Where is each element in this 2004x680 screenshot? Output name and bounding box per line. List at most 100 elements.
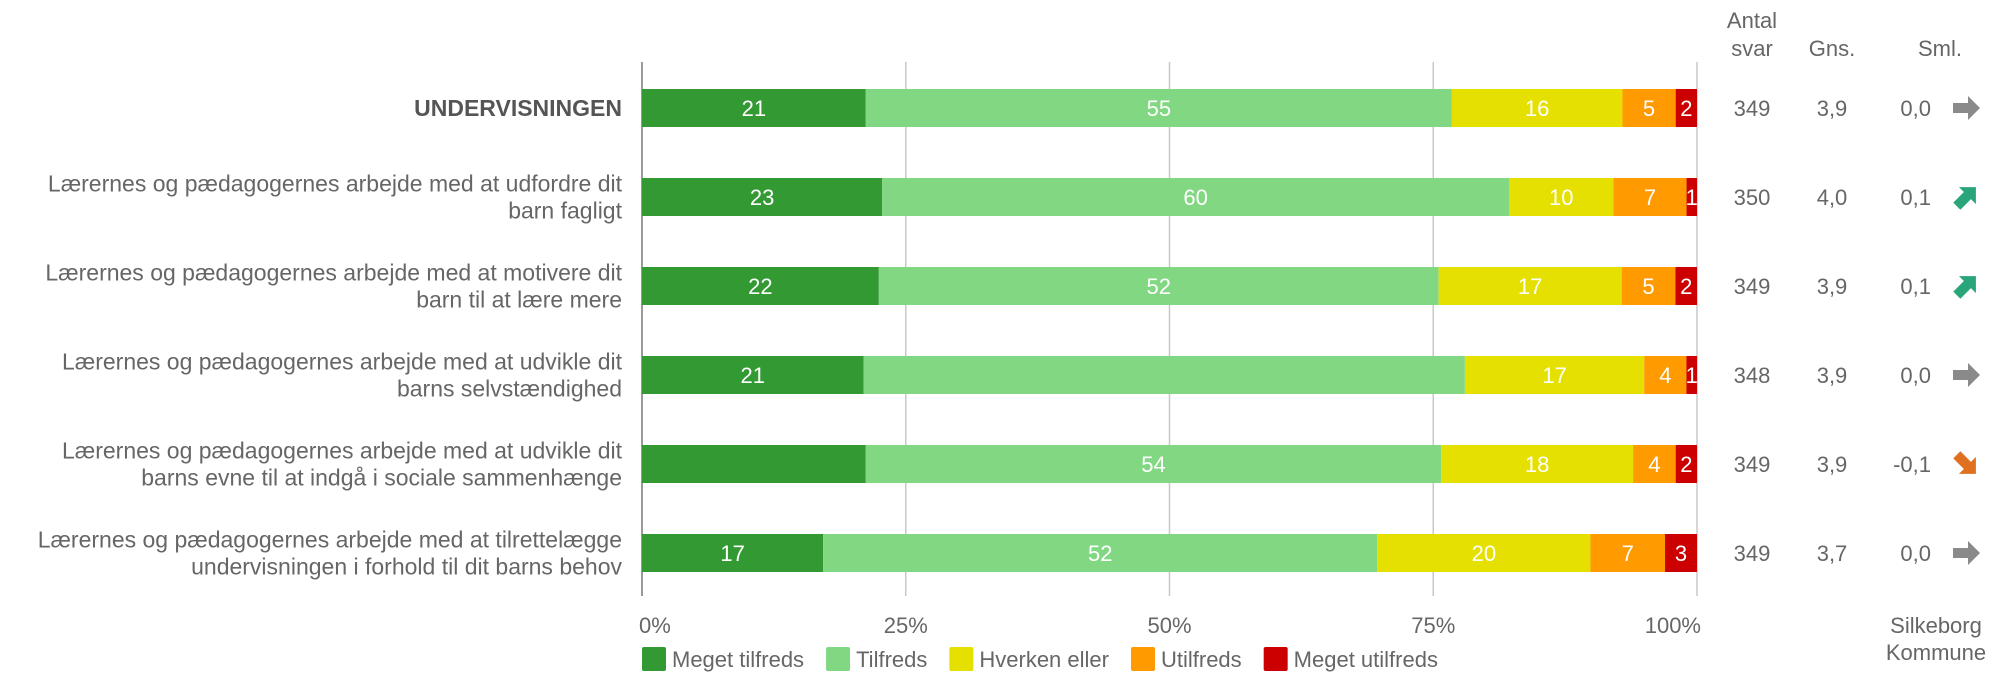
- legend-swatch: [949, 647, 974, 671]
- trend-arrow-right-icon: [1953, 541, 1980, 565]
- category-label: Lærernes og pædagogernes arbejde med at …: [38, 527, 622, 553]
- grid-lines: [641, 62, 1698, 596]
- sml-footer-label: Kommune: [1886, 640, 1986, 665]
- bar-value-label: 52: [1088, 541, 1112, 566]
- bar-segment: [863, 356, 1465, 394]
- category-label: UNDERVISNINGEN: [414, 95, 622, 121]
- bar-value-label: 52: [1146, 274, 1170, 299]
- bar-segment: [1508, 178, 1614, 216]
- bar-value-label: 16: [1525, 96, 1549, 121]
- bar-segment: [1686, 356, 1697, 394]
- category-label: Lærernes og pædagogernes arbejde med at …: [48, 171, 623, 197]
- bar-value-label: 1: [1686, 363, 1698, 388]
- bar-value-label: 5: [1643, 96, 1655, 121]
- gns-value: 4,0: [1817, 185, 1848, 210]
- side-columns: 349 3,9 0,0 350 4,0 0,1 349 3,9 0,1 348 3,9 0,0 349 3…: [1727, 8, 1986, 665]
- trend-arrow-down-icon: [1953, 451, 1976, 474]
- legend-label: Utilfreds: [1161, 647, 1242, 672]
- legend-item: Utilfreds: [1130, 647, 1242, 672]
- x-tick-label: 100%: [1645, 613, 1701, 638]
- bars-group: 21 55 16 5 223 60 10 7 122 52 17 5 221 17 4 154 18 4 217 52…: [642, 89, 1698, 572]
- arrow-shape: [1953, 363, 1980, 387]
- bar-segment: [642, 445, 866, 483]
- bar-value-label: 7: [1644, 185, 1656, 210]
- bar-segment: [1441, 445, 1634, 483]
- bar-value-label: 21: [741, 363, 765, 388]
- arrow-shape: [1953, 451, 1976, 474]
- legend-swatch: [1130, 647, 1155, 671]
- gns-value: 3,7: [1817, 541, 1848, 566]
- legend: Meget tilfreds Tilfreds Hverken eller Utilf…: [642, 647, 1438, 672]
- legend-item: Hverken eller: [949, 647, 1109, 672]
- bar-value-label: 2: [1680, 452, 1692, 477]
- trend-arrow-right-icon: [1953, 363, 1980, 387]
- x-tick-label: 50%: [1147, 613, 1191, 638]
- antal-svar-value: 350: [1734, 185, 1771, 210]
- bar-value-label: 2: [1680, 96, 1692, 121]
- trend-arrow-up-icon: [1953, 187, 1976, 210]
- sml-value: 0,0: [1900, 96, 1931, 121]
- gns-value: 3,9: [1817, 363, 1848, 388]
- category-labels: UNDERVISNINGEN Lærernes og pædagogernes a…: [38, 95, 623, 580]
- sml-value: 0,1: [1900, 185, 1931, 210]
- x-tick-label: 75%: [1411, 613, 1455, 638]
- arrow-shape: [1953, 276, 1976, 299]
- bar-segment: [1377, 534, 1591, 572]
- bar-value-label: 3: [1675, 541, 1687, 566]
- antal-svar-value: 349: [1734, 541, 1771, 566]
- legend-label: Meget utilfreds: [1294, 647, 1438, 672]
- category-label: barn til at lære mere: [416, 287, 622, 313]
- bar-segment: [1438, 267, 1622, 305]
- bar-segment: [642, 267, 879, 305]
- sml-value: 0,0: [1900, 363, 1931, 388]
- antal-svar-header: Antal: [1727, 8, 1777, 33]
- trend-arrow-up-icon: [1953, 276, 1976, 299]
- antal-svar-value: 349: [1734, 452, 1771, 477]
- bar-segment: [865, 89, 1452, 127]
- arrow-shape: [1953, 541, 1980, 565]
- bar-value-label: 21: [742, 96, 766, 121]
- bar-segment: [1613, 178, 1687, 216]
- antal-svar-value: 348: [1734, 363, 1771, 388]
- bar-value-label: 17: [1518, 274, 1542, 299]
- bar-value-label: 2: [1680, 274, 1692, 299]
- category-label: barns selvstændighed: [397, 376, 622, 402]
- sml-footer-label: Silkeborg: [1890, 613, 1982, 638]
- legend-swatch: [826, 647, 851, 671]
- sml-value: 0,1: [1900, 274, 1931, 299]
- bar-segment: [642, 89, 866, 127]
- bar-value-label: 20: [1472, 541, 1496, 566]
- gns-value: 3,9: [1817, 96, 1848, 121]
- gns-header: Gns.: [1809, 36, 1855, 61]
- bar-segment: [1633, 445, 1676, 483]
- x-tick-label: 25%: [884, 613, 928, 638]
- legend-item: Tilfreds: [826, 647, 927, 672]
- bar-value-label: 1: [1686, 185, 1698, 210]
- bar-segment: [1644, 356, 1687, 394]
- bar-segment: [878, 267, 1439, 305]
- bar-segment: [823, 534, 1378, 572]
- sml-header: Sml.: [1918, 36, 1962, 61]
- bar-value-label: 4: [1659, 363, 1671, 388]
- category-label: barn fagligt: [508, 198, 622, 224]
- bar-value-label: 60: [1183, 185, 1207, 210]
- category-label: Lærernes og pædagogernes arbejde med at …: [62, 349, 623, 375]
- x-tick-label: 0%: [639, 613, 671, 638]
- legend-item: Meget tilfreds: [642, 647, 804, 672]
- bar-segment: [1622, 89, 1676, 127]
- legend-label: Hverken eller: [979, 647, 1109, 672]
- category-label: Lærernes og pædagogernes arbejde med at …: [62, 438, 623, 464]
- legend-item: Meget utilfreds: [1263, 647, 1438, 672]
- bar-segment: [1675, 445, 1697, 483]
- gns-value: 3,9: [1817, 452, 1848, 477]
- antal-svar-value: 349: [1734, 96, 1771, 121]
- bar-value-label: 17: [720, 541, 744, 566]
- legend-swatch: [642, 647, 666, 671]
- bar-segment: [1621, 267, 1676, 305]
- arrow-shape: [1953, 187, 1976, 210]
- bar-value-label: 23: [750, 185, 774, 210]
- bar-segment: [865, 445, 1442, 483]
- legend-label: Meget tilfreds: [672, 647, 804, 672]
- bar-value-label: 55: [1147, 96, 1171, 121]
